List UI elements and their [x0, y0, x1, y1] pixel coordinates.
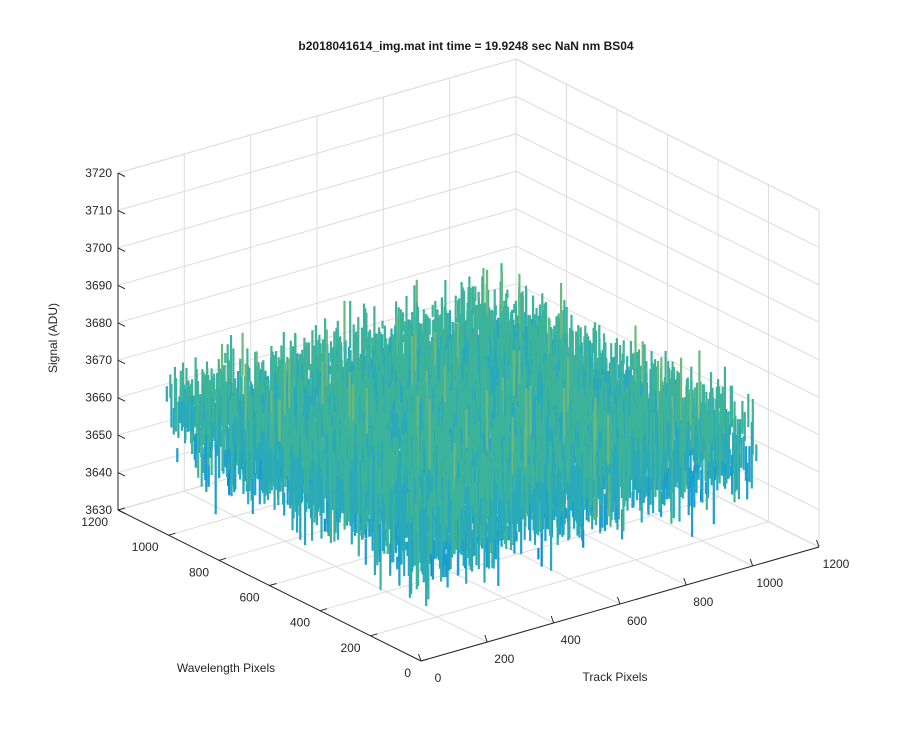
- back-wall-gridline-z: [117, 170, 517, 286]
- side-wall-gridline-z: [515, 133, 820, 286]
- side-wall-gridline-z: [515, 95, 820, 248]
- back-wall-gridline-z: [117, 58, 517, 174]
- side-wall-gridline-z: [515, 170, 820, 323]
- back-wall-gridline-z: [117, 95, 517, 211]
- side-wall-gridline-z: [515, 58, 820, 211]
- back-wall-gridline-z: [117, 208, 517, 324]
- floor-gridline-y: [319, 496, 719, 612]
- back-wall-gridline-z: [117, 245, 517, 361]
- floor-gridline-y: [370, 521, 769, 637]
- signal-surface: [165, 263, 758, 606]
- side-wall-gridline-z: [515, 245, 820, 398]
- back-wall-gridline-z: [117, 133, 517, 249]
- side-wall-gridline-z: [515, 208, 820, 361]
